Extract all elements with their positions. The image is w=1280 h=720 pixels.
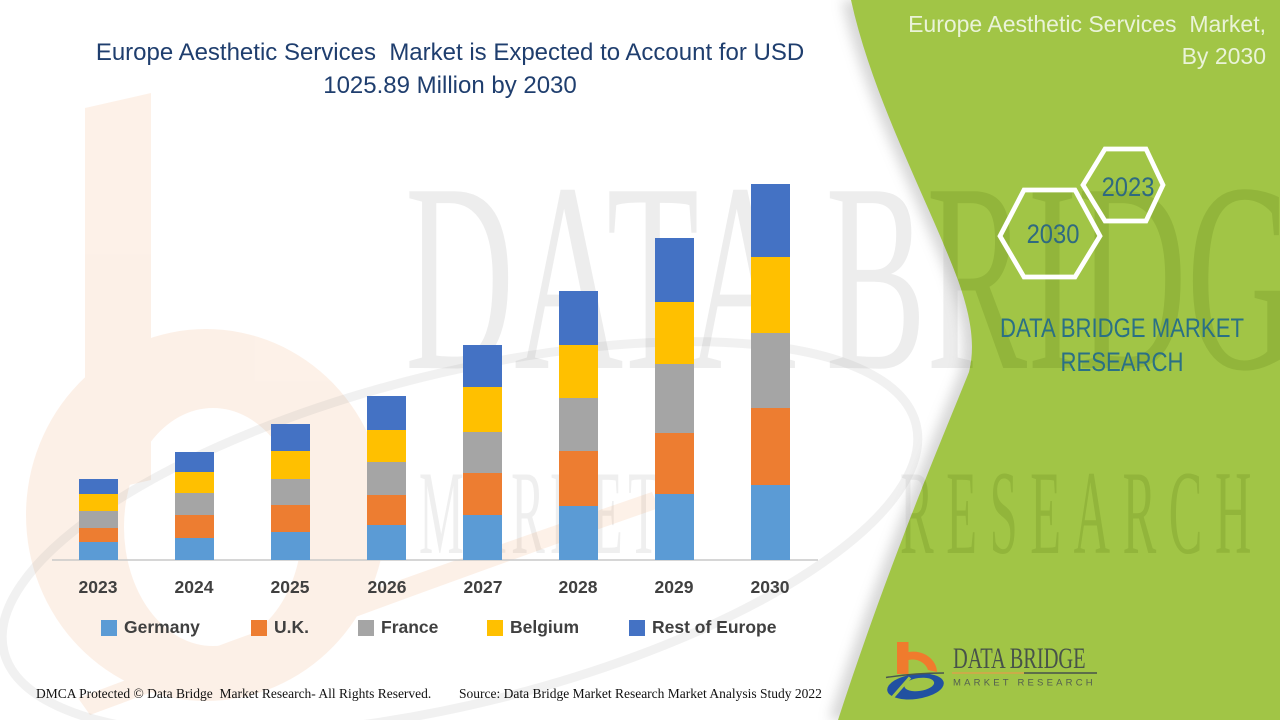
svg-text:MARKET: MARKET xyxy=(419,446,665,579)
svg-text:2030: 2030 xyxy=(1027,220,1080,250)
svg-text:2023: 2023 xyxy=(1102,173,1155,203)
svg-text:MARKET RESEARCH: MARKET RESEARCH xyxy=(953,678,1096,689)
svg-text:DATA BRIDGE: DATA BRIDGE xyxy=(953,641,1086,675)
svg-text:RESEARCH: RESEARCH xyxy=(900,446,1264,579)
